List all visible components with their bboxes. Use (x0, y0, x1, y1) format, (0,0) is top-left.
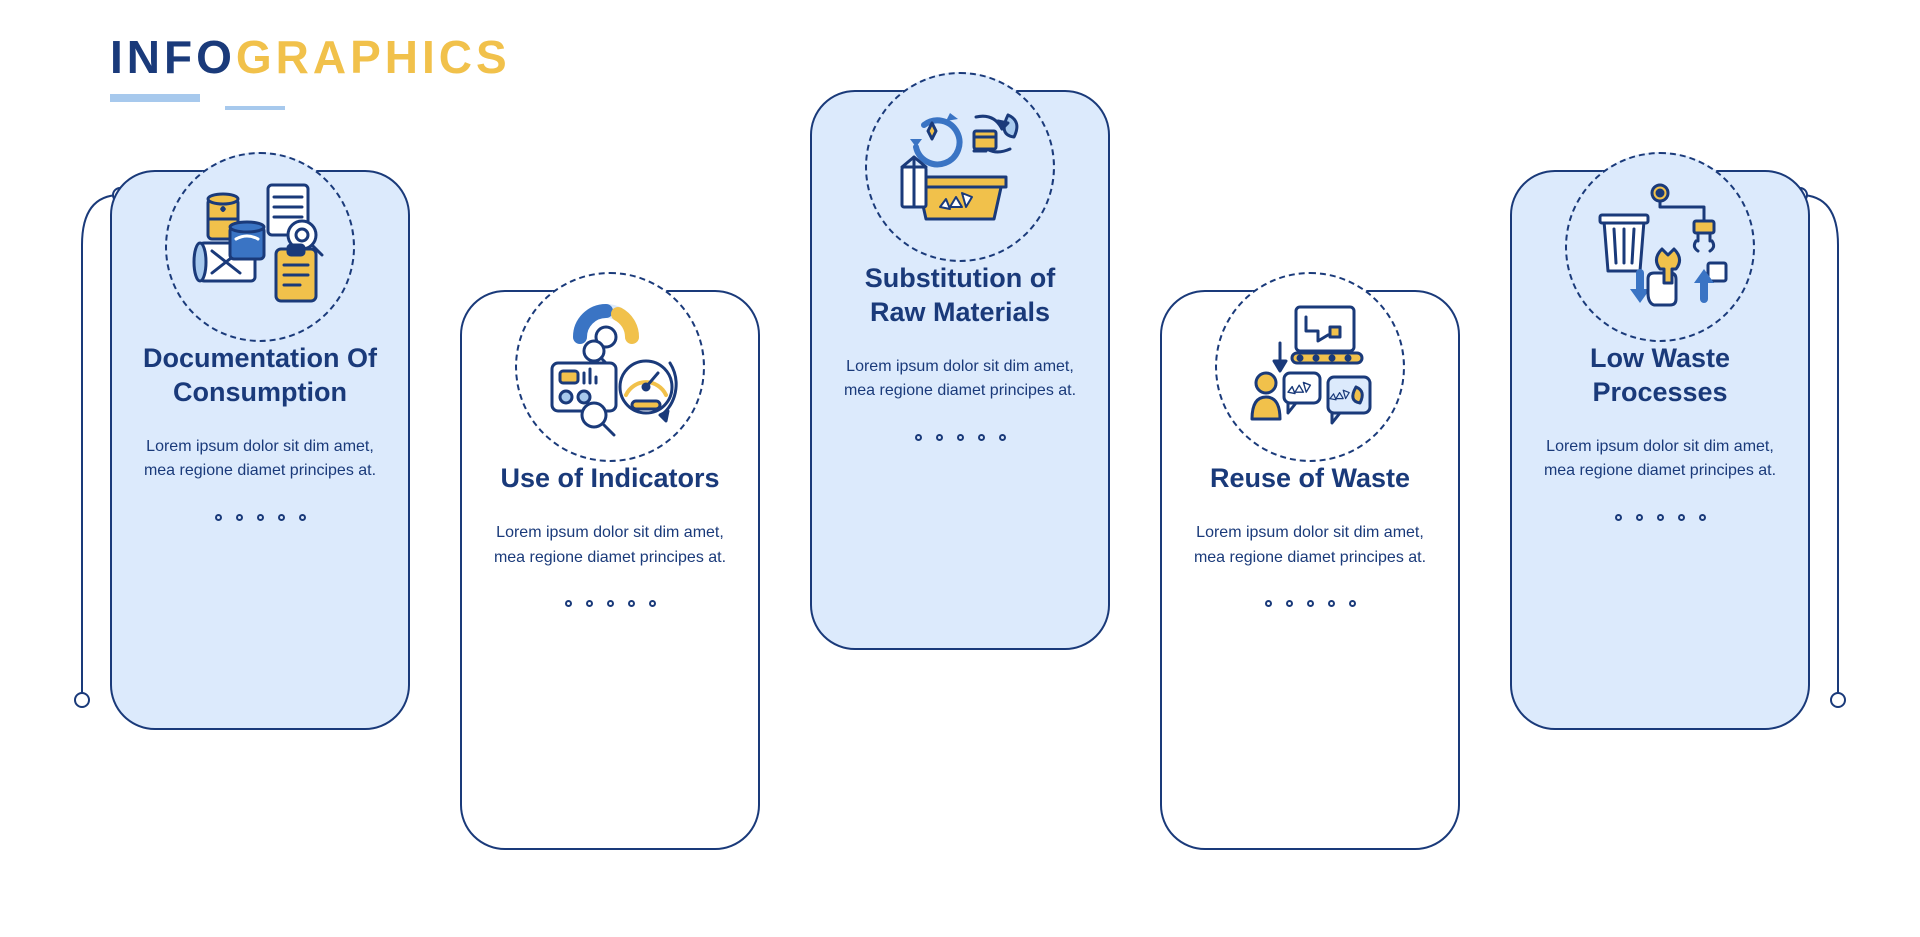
card-body: Lorem ipsum dolor sit dim amet, mea regi… (1540, 435, 1780, 485)
lowwaste-icon (1590, 177, 1730, 317)
card-title: Low Waste Processes (1540, 342, 1780, 410)
card-body: Lorem ipsum dolor sit dim amet, mea regi… (1190, 521, 1430, 571)
card-title: Use of Indicators (490, 462, 730, 496)
title-part-1: INFO (110, 31, 236, 83)
card-title: Reuse of Waste (1190, 462, 1430, 496)
substitution-icon (890, 97, 1030, 237)
card-substitution: Substitution of Raw Materials Lorem ipsu… (810, 90, 1110, 650)
dots-indicator (1540, 514, 1780, 521)
icon-circle (1215, 272, 1405, 462)
card-documentation: Documentation Of Consumption Lorem ipsum… (110, 170, 410, 730)
reuse-icon (1240, 297, 1380, 437)
dots-indicator (1190, 600, 1430, 607)
card-body: Lorem ipsum dolor sit dim amet, mea regi… (840, 355, 1080, 405)
card-body: Lorem ipsum dolor sit dim amet, mea regi… (140, 435, 380, 485)
card-title: Documentation Of Consumption (140, 342, 380, 410)
title-part-2: GRAPHICS (236, 31, 511, 83)
card-indicators: Use of Indicators Lorem ipsum dolor sit … (460, 290, 760, 850)
icon-circle (165, 152, 355, 342)
indicators-icon (540, 297, 680, 437)
header-underline-2 (225, 106, 285, 110)
dots-indicator (840, 434, 1080, 441)
header-underline-1 (110, 94, 200, 102)
card-title: Substitution of Raw Materials (840, 262, 1080, 330)
icon-circle (515, 272, 705, 462)
dots-indicator (140, 514, 380, 521)
dots-indicator (490, 600, 730, 607)
page-title: INFOGRAPHICS (110, 30, 511, 84)
header: INFOGRAPHICS (110, 30, 511, 110)
card-body: Lorem ipsum dolor sit dim amet, mea regi… (490, 521, 730, 571)
documentation-icon (190, 177, 330, 317)
card-reuse: Reuse of Waste Lorem ipsum dolor sit dim… (1160, 290, 1460, 850)
icon-circle (865, 72, 1055, 262)
infographic-stage: Documentation Of Consumption Lorem ipsum… (80, 130, 1840, 910)
card-lowwaste: Low Waste Processes Lorem ipsum dolor si… (1510, 170, 1810, 730)
icon-circle (1565, 152, 1755, 342)
